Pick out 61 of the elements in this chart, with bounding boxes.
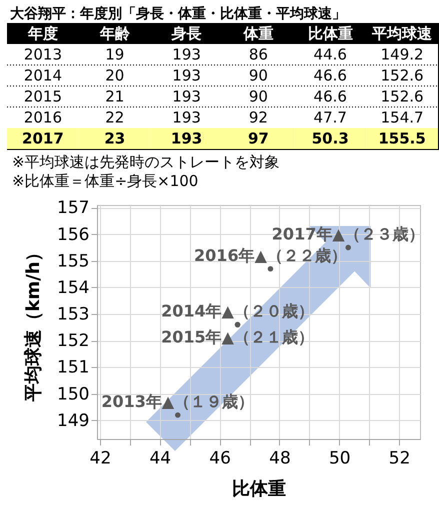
data-label: 193 [172, 88, 201, 106]
x-tick-label: 44 [149, 448, 172, 468]
text: ※平均球速は先発時のストレートを対象 [12, 153, 280, 171]
data-label: 2015年▲（２１歳） [161, 328, 314, 347]
x-tick-label: 体重 [242, 24, 274, 42]
y-tick-label: 2014 [24, 66, 62, 84]
x-tick-label: 52 [388, 448, 410, 468]
y-tick-label: 157 [57, 198, 90, 218]
data-label: 193 [172, 108, 201, 126]
data-label: 2013年▲（１９歳） [101, 392, 254, 412]
y-axis-title: 年度 [26, 24, 58, 42]
y-tick-label: 150 [57, 384, 90, 404]
x-tick-label: 年齢 [98, 24, 131, 42]
data-label: 86 [248, 46, 268, 64]
y-tick-label: 2013 [24, 46, 62, 64]
data-label: 154.7 [380, 108, 424, 126]
data-label: 50.3 [312, 130, 349, 148]
data-label: 22 [105, 108, 124, 126]
y-axis-title: 平均球速（km/h） [23, 243, 44, 403]
x-tick-label: 身長 [170, 24, 202, 42]
y-tick-label: 155 [57, 251, 90, 272]
data-label: 23 [104, 130, 126, 148]
data-label: 152.6 [380, 88, 424, 106]
x-tick-label: 50 [328, 448, 351, 468]
data-label: 90 [248, 88, 268, 106]
x-tick-label: 比体重 [308, 24, 353, 42]
data-label: 46.6 [314, 88, 347, 106]
data-label: 19 [105, 46, 124, 64]
data-label: 2016年▲（２２歳） [194, 246, 347, 265]
x-tick-label: 48 [269, 448, 291, 468]
y-tick-label: 2015 [24, 88, 62, 106]
y-tick-label: 149 [57, 410, 90, 431]
y-tick-label: 151 [57, 358, 90, 378]
y-tick-label: 156 [57, 224, 90, 245]
data-label: 193 [170, 130, 202, 148]
data-label: 44.6 [314, 46, 347, 64]
data-label: 92 [248, 108, 268, 126]
data-label: 193 [172, 66, 201, 84]
y-tick-label: 153 [57, 304, 90, 325]
x-tick-label: 平均球速 [371, 24, 434, 42]
data-label: 152.6 [380, 66, 424, 84]
data-label: 2017年▲（２３歳） [272, 224, 425, 244]
data-label: 21 [105, 88, 124, 106]
text: ※比体重＝体重÷身長×100 [12, 172, 198, 190]
x-tick-label: 46 [209, 448, 231, 468]
y-tick-label: 2016 [24, 108, 62, 126]
data-label: 2014年▲（２０歳） [161, 302, 314, 321]
x-axis-title: 比体重 [232, 478, 286, 500]
y-tick-label: 152 [57, 331, 90, 352]
data-label: 155.5 [378, 130, 426, 148]
data-label: 47.7 [314, 108, 347, 126]
y-tick-label: 154 [57, 278, 90, 298]
y-tick-label: 2017 [22, 130, 64, 148]
data-label: 90 [248, 66, 268, 84]
data-label: 46.6 [314, 66, 347, 84]
data-label: 149.2 [380, 46, 424, 64]
x-tick-label: 42 [90, 448, 112, 468]
data-label: 193 [172, 46, 201, 64]
chart-title: 大谷翔平：年度別「身長・体重・比体重・平均球速」 [10, 5, 346, 22]
data-label: 20 [105, 66, 124, 84]
data-label: 97 [248, 130, 269, 148]
